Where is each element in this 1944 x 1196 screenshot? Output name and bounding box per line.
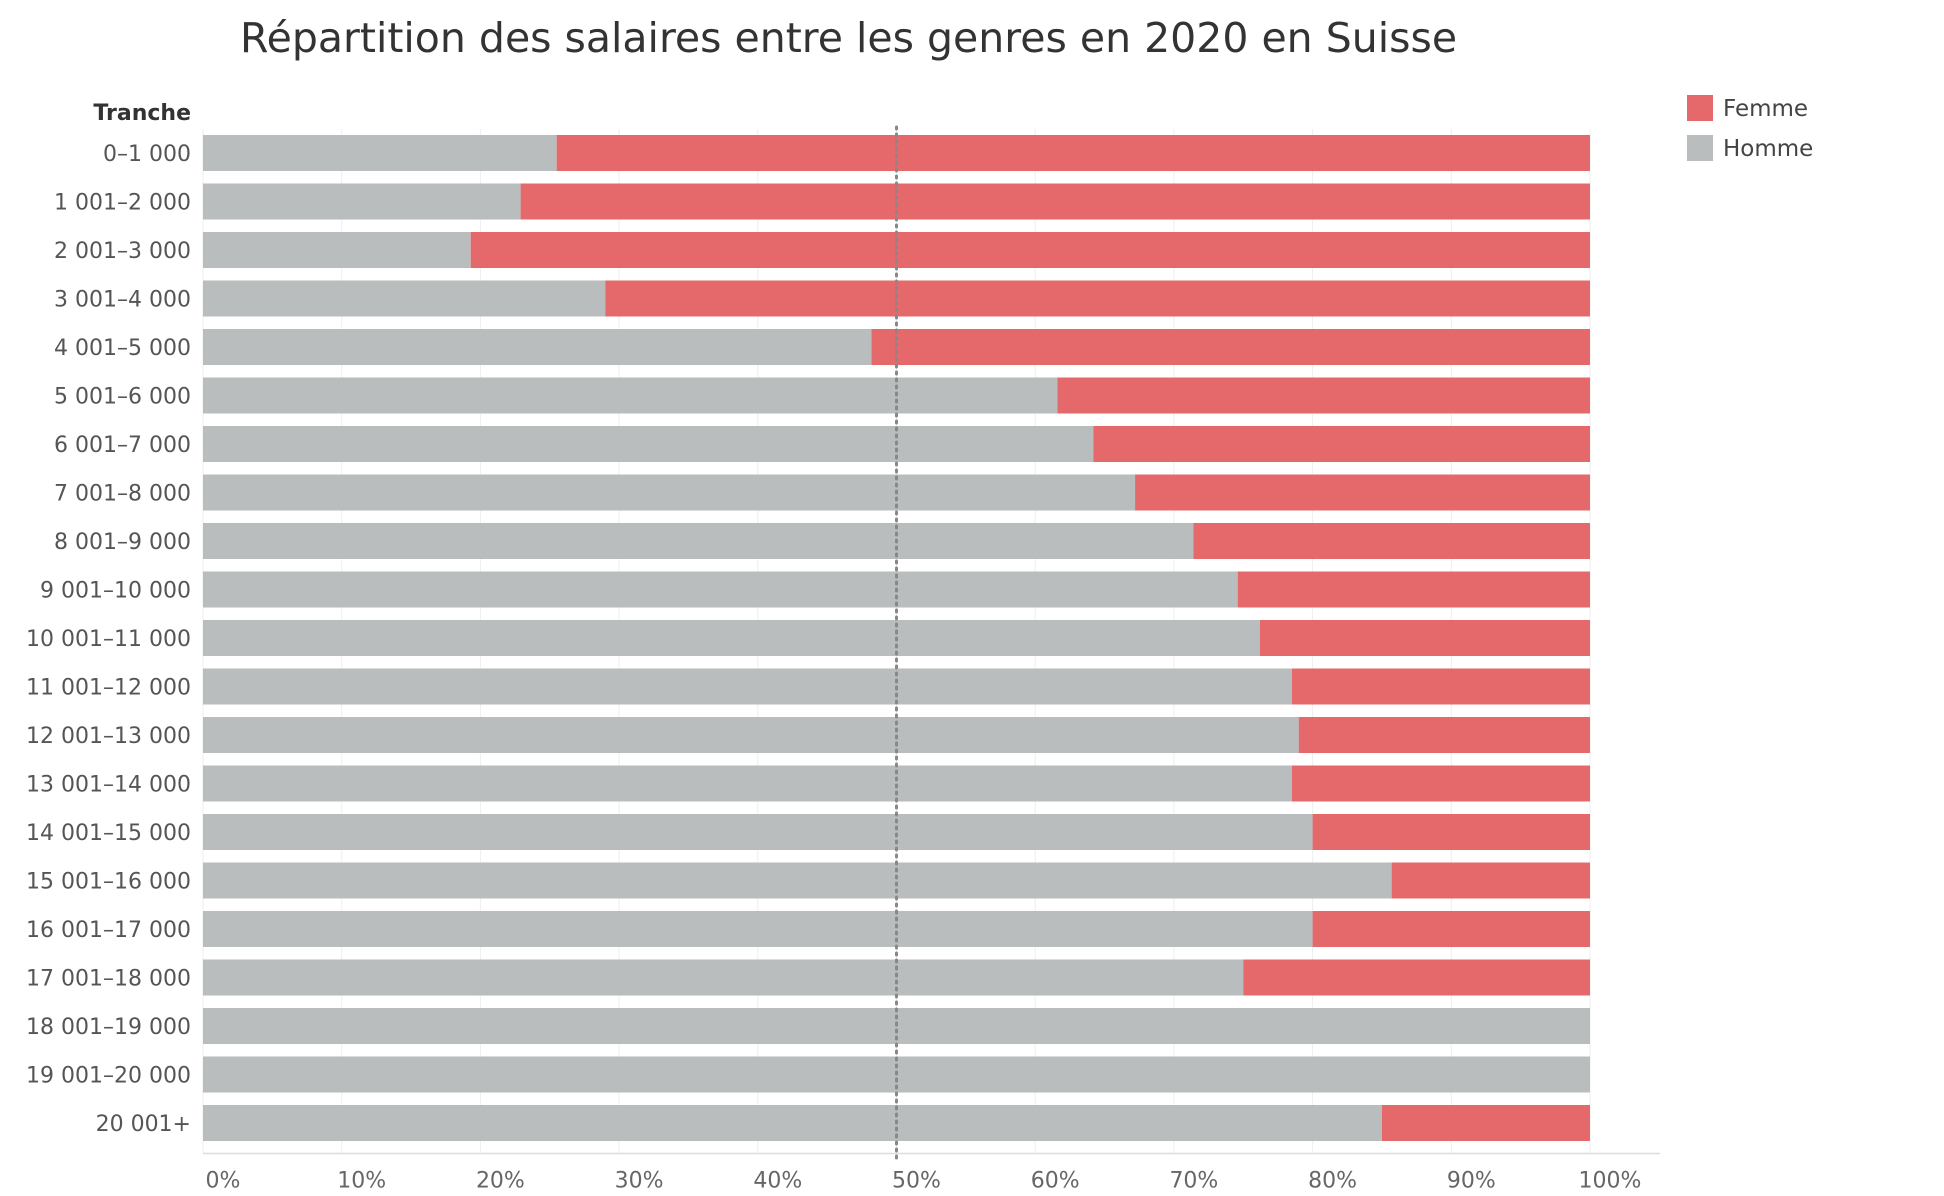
bar-homme	[203, 523, 1194, 559]
x-tick-label: 20%	[476, 1169, 525, 1194]
bar-homme	[203, 183, 521, 220]
bar-femme	[1291, 765, 1590, 802]
category-label: 18 001–19 000	[26, 1015, 191, 1040]
category-label: 20 001+	[96, 1112, 191, 1137]
bar-femme	[871, 329, 1590, 365]
x-tick-label: 90%	[1447, 1169, 1496, 1194]
category-label: 14 001–15 000	[26, 821, 191, 846]
category-label: 16 001–17 000	[26, 918, 191, 943]
bar-homme	[203, 377, 1058, 414]
category-label: 13 001–14 000	[26, 773, 191, 798]
bar-femme	[1291, 668, 1590, 705]
category-label: 8 001–9 000	[54, 530, 191, 555]
category-label: 10 001–11 000	[26, 627, 191, 652]
category-label: 1 001–2 000	[54, 191, 191, 216]
bar-homme	[203, 765, 1292, 802]
x-tick-label: 40%	[753, 1169, 802, 1194]
bar-femme	[520, 183, 1590, 220]
legend: Femme Homme	[1687, 95, 1813, 162]
category-label: 7 001–8 000	[54, 482, 191, 507]
category-label: 12 001–13 000	[26, 724, 191, 749]
category-label: 11 001–12 000	[26, 676, 191, 701]
category-labels: 0–1 000 1 001–2 000 2 001–3 000 3 001–4 000…	[26, 101, 191, 1137]
bar-femme	[1093, 426, 1590, 462]
bar-homme	[203, 620, 1260, 656]
bar-homme	[203, 814, 1313, 850]
bar-femme	[1193, 523, 1590, 559]
bar-femme	[1057, 377, 1590, 414]
bar-femme	[1312, 814, 1590, 850]
x-tick-label: 10%	[337, 1169, 386, 1194]
bar-femme	[1259, 620, 1590, 656]
bar-femme	[605, 280, 1590, 317]
category-label: 17 001–18 000	[26, 967, 191, 992]
legend-swatch-femme	[1687, 95, 1713, 121]
bar-femme	[1312, 911, 1590, 947]
bar-homme	[203, 959, 1244, 996]
bar-femme	[1135, 474, 1590, 511]
category-label: 5 001–6 000	[54, 385, 191, 410]
category-header: Tranche	[93, 101, 191, 126]
category-label: 9 001–10 000	[40, 579, 191, 604]
bar-homme	[203, 329, 872, 365]
x-tick-label: 30%	[615, 1169, 664, 1194]
x-tick-label: 50%	[892, 1169, 941, 1194]
x-tick-label: 60%	[1031, 1169, 1080, 1194]
category-label: 4 001–5 000	[54, 336, 191, 361]
category-label: 3 001–4 000	[54, 288, 191, 313]
bar-femme	[1381, 1105, 1590, 1141]
x-tick-label: 80%	[1308, 1169, 1357, 1194]
legend-swatch-homme	[1687, 135, 1713, 161]
category-label: 0–1 000	[103, 142, 191, 167]
bar-homme	[203, 911, 1313, 947]
legend-label-femme: Femme	[1723, 96, 1808, 122]
bar-femme	[1298, 717, 1590, 753]
bar-homme	[203, 668, 1292, 705]
bar-homme	[203, 474, 1136, 511]
x-tick-label: 100%	[1579, 1169, 1642, 1194]
bar-femme	[1237, 571, 1590, 608]
bar-femme	[1391, 862, 1590, 899]
bars	[203, 135, 1590, 1141]
category-label: 6 001–7 000	[54, 433, 191, 458]
legend-label-homme: Homme	[1723, 136, 1813, 162]
bar-femme	[470, 232, 1590, 268]
bar-homme	[203, 1105, 1382, 1141]
bar-homme	[203, 717, 1299, 753]
chart-title: Répartition des salaires entre les genre…	[240, 14, 1458, 62]
x-axis-ticks: 0% 10% 20% 30% 40% 50% 60% 70% 80% 90% 100%	[206, 1169, 1642, 1194]
bar-homme	[203, 280, 606, 317]
category-label: 15 001–16 000	[26, 870, 191, 895]
bar-homme	[203, 426, 1094, 462]
bar-homme	[203, 862, 1392, 899]
category-label: 2 001–3 000	[54, 239, 191, 264]
x-tick-label: 70%	[1169, 1169, 1218, 1194]
bar-homme	[203, 571, 1238, 608]
bar-femme	[1243, 959, 1590, 996]
x-tick-label: 0%	[206, 1169, 241, 1194]
bar-homme	[203, 232, 471, 268]
bar-homme	[203, 135, 557, 171]
category-label: 19 001–20 000	[26, 1064, 191, 1089]
bar-femme	[556, 135, 1590, 171]
